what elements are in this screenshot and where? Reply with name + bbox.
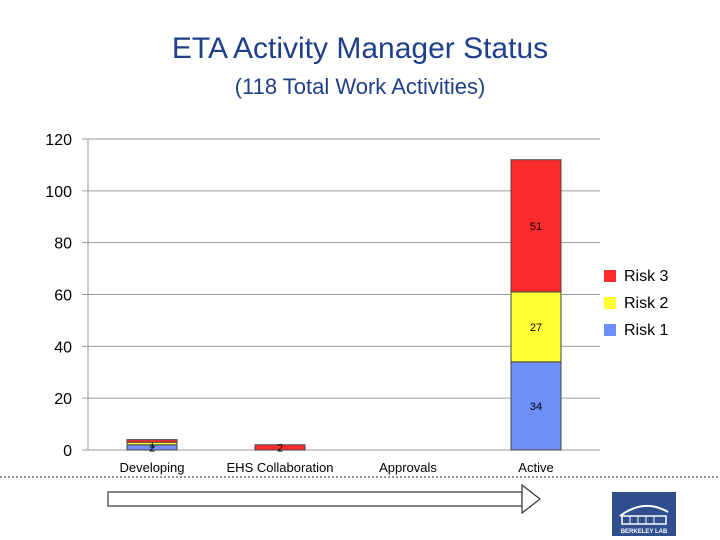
legend-label: Risk 3	[624, 268, 669, 285]
process-arrow	[107, 483, 541, 515]
data-label: 34	[530, 401, 542, 413]
legend-label: Risk 1	[624, 322, 669, 339]
logo-text: BERKELEY LAB	[621, 529, 668, 535]
y-tick-label: 120	[45, 132, 72, 149]
bar-segment	[510, 361, 562, 451]
berkeley-lab-logo: BERKELEY LAB	[612, 492, 676, 536]
data-label: 1	[149, 439, 155, 451]
chart-subtitle: (118 Total Work Activities)	[234, 74, 486, 99]
bar-segment	[254, 444, 306, 451]
x-tick-label: Active	[518, 460, 553, 475]
chart-title: ETA Activity Manager Status	[171, 32, 549, 65]
y-tick-label: 40	[54, 339, 72, 356]
x-tick-label: EHS Collaboration	[227, 460, 334, 475]
legend-label: Risk 2	[624, 295, 669, 312]
legend-swatch	[604, 297, 616, 309]
lab-building-icon: BERKELEY LAB	[619, 505, 669, 535]
data-label: 2	[277, 442, 283, 454]
bar-segment	[126, 439, 178, 443]
bar-segment	[510, 159, 562, 293]
y-tick-label: 60	[54, 288, 72, 305]
y-tick-label: 20	[54, 391, 72, 408]
x-tick-label: Approvals	[379, 460, 437, 475]
data-label: 27	[530, 322, 542, 334]
y-tick-label: 100	[45, 184, 72, 201]
legend-swatch	[604, 324, 616, 336]
data-label: 51	[530, 221, 542, 233]
data-label: 2	[149, 442, 155, 454]
y-tick-label: 80	[54, 236, 72, 253]
y-tick-label: 0	[63, 443, 72, 460]
bar-segment	[510, 291, 562, 363]
x-tick-label: Developing	[119, 460, 184, 475]
legend-swatch	[604, 270, 616, 282]
